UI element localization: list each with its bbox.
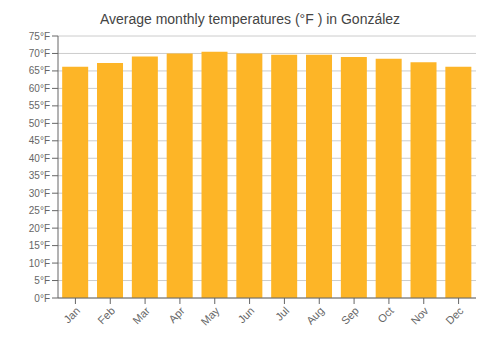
svg-text:Nov: Nov <box>408 304 431 327</box>
svg-text:Sep: Sep <box>339 304 361 326</box>
svg-text:Dec: Dec <box>443 304 466 327</box>
svg-text:10°F: 10°F <box>29 258 50 269</box>
svg-text:Oct: Oct <box>375 304 396 325</box>
svg-text:Jun: Jun <box>235 304 256 325</box>
svg-text:30°F: 30°F <box>29 188 50 199</box>
svg-text:50°F: 50°F <box>29 118 50 129</box>
svg-text:20°F: 20°F <box>29 223 50 234</box>
svg-text:40°F: 40°F <box>29 153 50 164</box>
svg-text:Aug: Aug <box>304 304 326 326</box>
svg-text:5°F: 5°F <box>34 275 50 286</box>
svg-text:35°F: 35°F <box>29 170 50 181</box>
svg-text:55°F: 55°F <box>29 100 50 111</box>
svg-text:0°F: 0°F <box>34 293 50 304</box>
svg-text:Jul: Jul <box>273 304 291 322</box>
svg-text:15°F: 15°F <box>29 240 50 251</box>
html-text:Average monthly temperatures (: Average monthly temperatures (°F ) in Go… <box>99 11 401 27</box>
svg-text:25°F: 25°F <box>29 205 50 216</box>
svg-text:Feb: Feb <box>95 304 117 326</box>
svg-text:May: May <box>199 304 223 328</box>
svg-text:60°F: 60°F <box>29 83 50 94</box>
svg-text:Mar: Mar <box>130 304 152 326</box>
svg-text:65°F: 65°F <box>29 65 50 76</box>
svg-text:45°F: 45°F <box>29 135 50 146</box>
svg-text:75°F: 75°F <box>29 31 50 42</box>
svg-text:Jan: Jan <box>61 304 82 325</box>
svg-text:Apr: Apr <box>166 304 187 325</box>
svg-text:70°F: 70°F <box>29 48 50 59</box>
